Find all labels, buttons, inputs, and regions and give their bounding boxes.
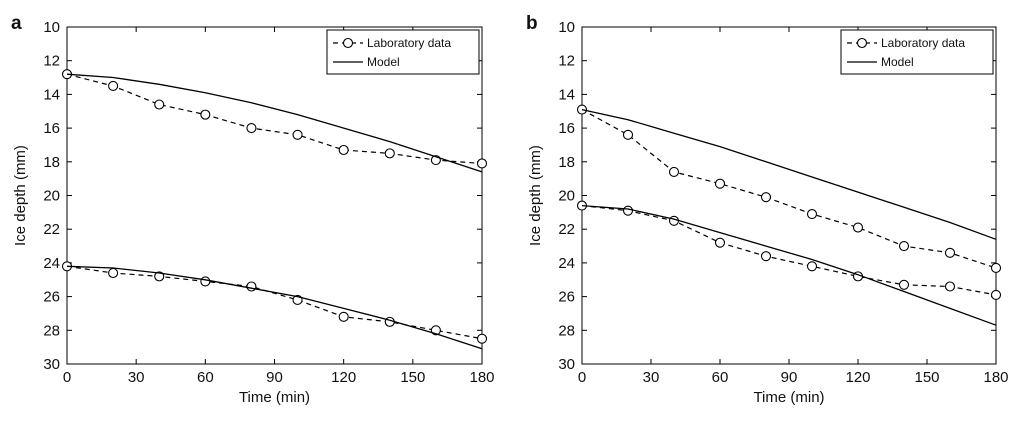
y-tick-label: 28 — [558, 322, 575, 339]
laboratory-data-point — [990, 289, 1002, 300]
legend-model-label: Model — [881, 55, 914, 69]
laboratory-data-point — [990, 262, 1002, 274]
x-tick-label: 90 — [781, 369, 798, 386]
y-tick-label: 14 — [558, 86, 575, 103]
y-tick-label: 22 — [43, 221, 60, 238]
laboratory-data-point — [898, 279, 910, 290]
laboratory-data-point — [476, 333, 488, 344]
laboratory-data-point — [246, 123, 257, 134]
model-series-line — [581, 204, 997, 326]
laboratory-data-point — [714, 178, 726, 189]
y-tick-label: 18 — [43, 154, 60, 171]
laboratory-data-point — [338, 311, 349, 322]
y-tick-label: 26 — [43, 289, 60, 306]
y-tick-label: 26 — [558, 289, 575, 306]
laboratory-data-point — [108, 267, 119, 279]
y-tick-label: 20 — [558, 188, 575, 205]
y-tick-label: 30 — [558, 356, 575, 373]
laboratory-data-point — [576, 104, 588, 115]
y-tick-label: 18 — [558, 154, 575, 171]
y-tick-label: 12 — [558, 53, 575, 70]
laboratory-data-point — [806, 208, 818, 220]
x-tick-label: 120 — [331, 369, 356, 386]
laboratory-data-point — [154, 99, 165, 110]
y-tick-label: 28 — [43, 322, 60, 339]
laboratory-data-point — [714, 237, 726, 248]
legend-laboratory-data-marker — [856, 37, 868, 49]
laboratory-data-point — [668, 215, 680, 226]
laboratory-data-point — [108, 80, 119, 92]
model-series-line — [66, 265, 483, 350]
chart-panel-a: a0 30 60 90 120 150 1801012141618202224262830T… — [11, 13, 495, 406]
y-tick-label: 24 — [558, 255, 575, 272]
x-tick-label: 30 — [643, 369, 660, 386]
legend-box — [326, 29, 480, 75]
laboratory-data-point — [760, 192, 772, 203]
y-tick-label: 16 — [558, 120, 575, 137]
laboratory-data-series-line — [66, 265, 483, 340]
y-tick-label: 20 — [43, 188, 60, 205]
legend-model-label: Model — [367, 55, 400, 69]
legend-box — [840, 29, 994, 75]
laboratory-data-point — [622, 129, 634, 140]
chart-panel-b: b0 30 60 90 120 150 1801012141618202224262830T… — [526, 13, 1009, 406]
laboratory-data-point — [246, 281, 257, 292]
y-axis-label: Ice depth (mm) — [12, 145, 29, 246]
laboratory-data-point — [944, 247, 956, 258]
laboratory-data-point — [338, 144, 349, 156]
x-tick-label: 120 — [845, 369, 870, 386]
x-tick-label: 60 — [712, 369, 729, 386]
x-tick-label: 0 — [578, 369, 586, 386]
plot-area-frame — [66, 26, 483, 365]
laboratory-data-point — [898, 241, 910, 252]
laboratory-data-point — [944, 281, 956, 292]
y-tick-label: 14 — [43, 86, 60, 103]
model-series-line — [66, 73, 483, 173]
x-tick-label: 150 — [914, 369, 939, 386]
laboratory-data-series-line — [581, 109, 997, 269]
y-tick-label: 10 — [558, 19, 575, 36]
laboratory-data-point — [154, 271, 165, 282]
x-tick-label: 180 — [469, 369, 494, 386]
x-tick-label: 60 — [197, 369, 214, 386]
legend-laboratory-data-label: Laboratory data — [367, 36, 451, 50]
x-tick-label: 0 — [63, 369, 71, 386]
y-axis-label: Ice depth (mm) — [527, 145, 544, 246]
laboratory-data-point — [760, 251, 772, 262]
legend-laboratory-data-label: Laboratory data — [881, 36, 965, 50]
laboratory-data-series-line — [581, 205, 997, 296]
y-tick-label: 30 — [43, 356, 60, 373]
laboratory-data-point — [668, 166, 680, 177]
laboratory-data-point — [292, 129, 303, 140]
x-tick-label: 90 — [266, 369, 283, 386]
laboratory-data-point — [806, 261, 818, 272]
model-series-line — [581, 108, 997, 240]
x-axis-label: Time (min) — [753, 389, 824, 406]
panel-letter: a — [11, 13, 22, 34]
x-axis-label: Time (min) — [239, 389, 310, 406]
y-tick-label: 16 — [43, 120, 60, 137]
y-tick-label: 22 — [558, 221, 575, 238]
x-tick-label: 150 — [400, 369, 425, 386]
y-tick-label: 24 — [43, 255, 60, 272]
laboratory-data-point — [622, 205, 634, 216]
laboratory-data-point — [384, 148, 395, 159]
plot-area-frame — [581, 26, 997, 365]
panel-letter: b — [526, 13, 538, 34]
laboratory-data-point — [852, 222, 864, 233]
laboratory-data-point — [200, 276, 211, 287]
y-tick-label: 12 — [43, 53, 60, 70]
laboratory-data-point — [200, 109, 211, 120]
laboratory-data-point — [476, 158, 488, 169]
x-tick-label: 180 — [983, 369, 1008, 386]
y-tick-label: 10 — [43, 19, 60, 36]
legend-laboratory-data-marker — [342, 37, 354, 49]
laboratory-data-series-line — [66, 73, 483, 165]
x-tick-label: 30 — [128, 369, 145, 386]
